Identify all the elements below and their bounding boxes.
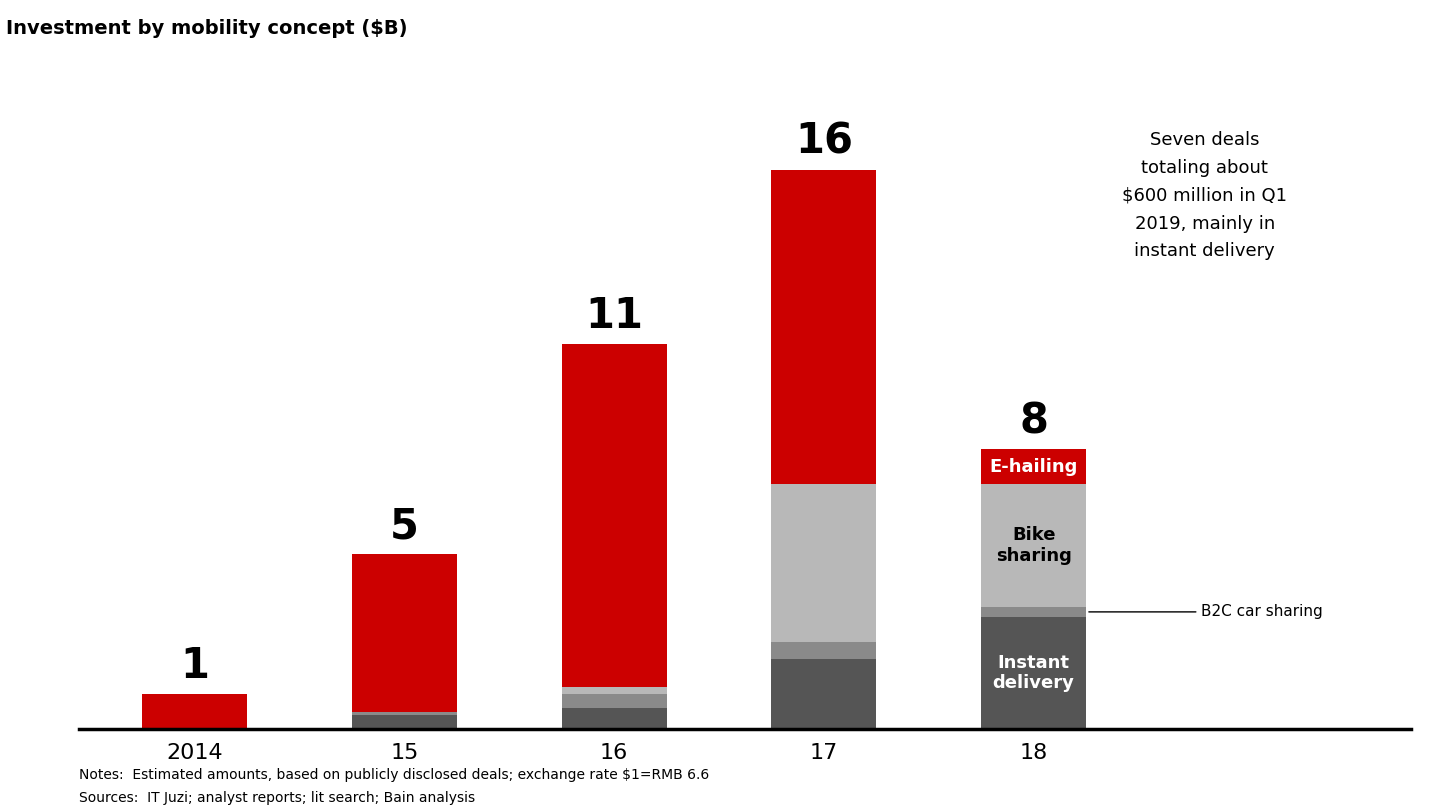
Text: Sources:  IT Juzi; analyst reports; lit search; Bain analysis: Sources: IT Juzi; analyst reports; lit s… xyxy=(79,791,475,805)
Text: Seven deals
totaling about
$600 million in Q1
2019, mainly in
instant delivery: Seven deals totaling about $600 million … xyxy=(1122,131,1287,261)
Text: E-hailing: E-hailing xyxy=(989,458,1077,475)
Bar xyxy=(772,169,877,484)
Bar xyxy=(981,607,1086,617)
Text: Instant
delivery: Instant delivery xyxy=(992,654,1074,693)
Text: 8: 8 xyxy=(1020,400,1048,442)
Bar xyxy=(772,642,877,659)
Bar xyxy=(772,659,877,729)
Bar xyxy=(562,694,667,708)
Bar xyxy=(562,344,667,687)
Text: B2C car sharing: B2C car sharing xyxy=(1089,604,1323,620)
Text: Notes:  Estimated amounts, based on publicly disclosed deals; exchange rate $1=R: Notes: Estimated amounts, based on publi… xyxy=(79,768,710,782)
Bar xyxy=(351,711,456,715)
Text: Investment by mobility concept ($B): Investment by mobility concept ($B) xyxy=(6,19,408,38)
Text: Bike
sharing: Bike sharing xyxy=(995,526,1071,565)
Text: 16: 16 xyxy=(795,121,852,163)
Text: 5: 5 xyxy=(390,505,419,548)
Bar xyxy=(772,484,877,642)
Bar xyxy=(981,484,1086,607)
Bar xyxy=(981,450,1086,484)
Text: 11: 11 xyxy=(585,296,644,338)
Text: 1: 1 xyxy=(180,645,209,687)
Bar xyxy=(562,687,667,694)
Bar xyxy=(351,554,456,711)
Bar xyxy=(981,617,1086,729)
Bar xyxy=(143,694,248,729)
Bar xyxy=(351,715,456,729)
Bar xyxy=(562,708,667,729)
